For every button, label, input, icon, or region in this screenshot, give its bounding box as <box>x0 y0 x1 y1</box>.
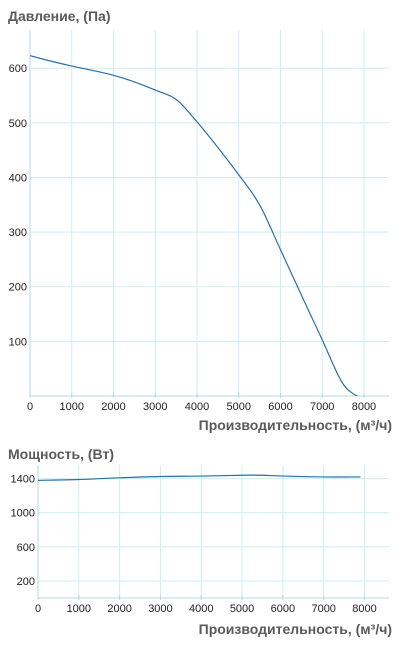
chart0-ytick-label-1: 200 <box>9 282 27 294</box>
chart0-xtick-label-1: 1000 <box>60 401 84 413</box>
chart1-xtick-label-7: 7000 <box>311 603 335 615</box>
power-x-axis-title: Производительность, (м³/ч) <box>198 621 392 637</box>
chart1-xtick-label-3: 3000 <box>148 603 172 615</box>
chart0-ytick-label-4: 500 <box>9 118 27 130</box>
pressure-x-axis-title: Производительность, (м³/ч) <box>198 417 392 433</box>
chart0-ytick-label-2: 300 <box>9 227 27 239</box>
chart0-ytick-label-5: 600 <box>9 63 27 75</box>
chart0-ytick-label-3: 400 <box>9 172 27 184</box>
chart0-series-line-0 <box>30 55 359 396</box>
pressure-chart-title: Давление, (Па) <box>8 8 111 24</box>
chart0-xtick-label-3: 3000 <box>143 401 167 413</box>
chart1-xtick-label-5: 5000 <box>230 603 254 615</box>
chart0-ytick-label-0: 100 <box>9 336 27 348</box>
chart1-ytick-label-2: 1000 <box>11 508 35 520</box>
chart1-xtick-label-1: 1000 <box>67 603 91 615</box>
power-chart: 0 1000 2000 3000 4000 5000 6000 7000 8000 200 600 1… <box>11 465 389 615</box>
chart0-xtick-label-8: 8000 <box>352 401 376 413</box>
chart0-xtick-label-6: 6000 <box>268 401 292 413</box>
power-chart-title: Мощность, (Вт) <box>8 446 114 462</box>
chart1-ytick-label-0: 200 <box>17 576 35 588</box>
chart1-ytick-label-3: 1400 <box>11 474 35 486</box>
chart0-xtick-label-4: 4000 <box>185 401 209 413</box>
pressure-chart: 0 1000 2000 3000 4000 5000 6000 7000 8000 100 200 3… <box>9 30 389 413</box>
chart1-xtick-label-0: 0 <box>35 603 41 615</box>
chart1-xtick-label-6: 6000 <box>271 603 295 615</box>
chart1-xtick-label-4: 4000 <box>189 603 213 615</box>
chart1-series-line-0 <box>38 474 361 481</box>
chart0-xtick-label-5: 5000 <box>226 401 250 413</box>
chart0-xtick-label-7: 7000 <box>310 401 334 413</box>
chart0-xtick-label-0: 0 <box>27 401 33 413</box>
chart0-xtick-label-2: 2000 <box>101 401 125 413</box>
chart1-xtick-label-8: 8000 <box>352 603 376 615</box>
chart1-ytick-label-1: 600 <box>17 542 35 554</box>
chart1-xtick-label-2: 2000 <box>107 603 131 615</box>
